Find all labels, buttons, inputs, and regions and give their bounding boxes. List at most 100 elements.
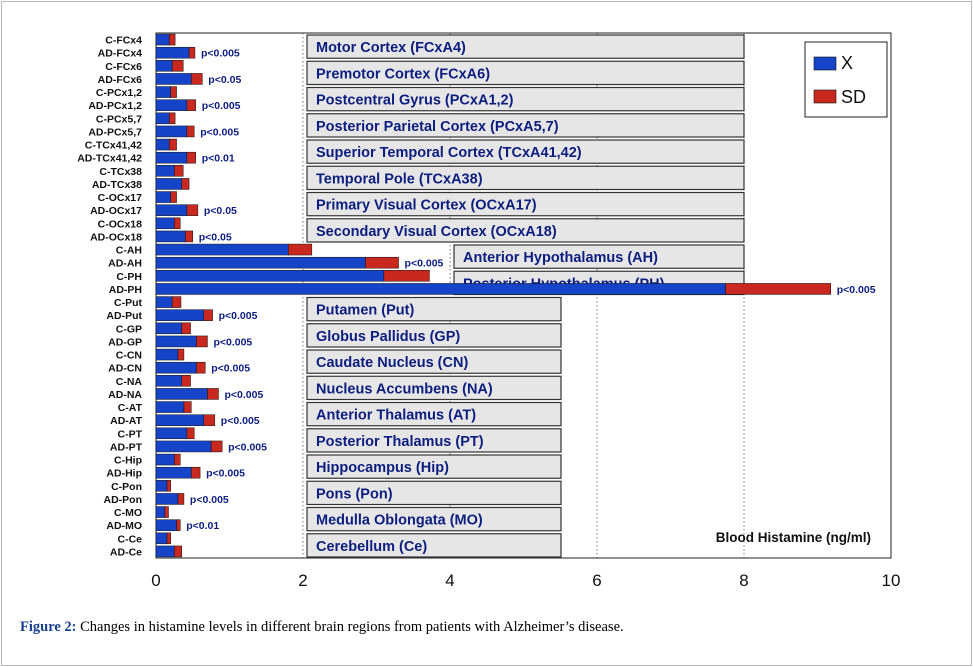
category-label: C-FCx4 (105, 35, 142, 47)
region-label: Pons (Pon) (316, 486, 393, 502)
region-label-box (306, 113, 745, 138)
category-label: AD-Hip (106, 468, 142, 480)
bar-x (155, 112, 170, 125)
region-label: Medulla Oblongata (MO) (316, 513, 483, 529)
caption-text: Changes in histamine levels in different… (76, 619, 624, 635)
region-label-box (306, 428, 562, 453)
bar-sd (191, 73, 203, 85)
region-label-box (306, 401, 562, 427)
x-tick-label: 8 (739, 571, 748, 590)
category-label: C-TCx38 (99, 166, 142, 178)
bar-x (155, 138, 170, 151)
bar-sd (181, 375, 191, 387)
bar-sd (203, 414, 216, 426)
category-label: AD-TCx41,42 (77, 153, 142, 165)
bar-x (155, 33, 170, 46)
category-label: AD-PT (110, 441, 143, 453)
bar-x (155, 453, 175, 466)
bar-x (155, 361, 197, 374)
category-label: AD-AT (110, 415, 142, 427)
bar-x (155, 519, 177, 531)
category-label: C-AT (118, 402, 143, 414)
bar-sd (185, 230, 193, 243)
category-label: AD-FCx6 (98, 74, 142, 86)
category-label: AD-CN (108, 363, 142, 375)
category-label: C-NA (116, 376, 143, 388)
region-label-box (306, 533, 562, 558)
region-label: Posterior Thalamus (PT) (316, 434, 484, 450)
p-value-label: p<0.005 (190, 494, 229, 506)
bar-sd (171, 296, 182, 308)
region-label-box (306, 375, 562, 401)
bar-x (155, 493, 179, 505)
bar-sd (174, 453, 181, 466)
region-label-box (306, 165, 745, 191)
category-label: AD-AH (108, 258, 142, 270)
region-label-box (306, 506, 562, 532)
category-label: AD-GP (108, 336, 142, 348)
bar-x (155, 480, 168, 492)
p-value-label: p<0.05 (204, 205, 237, 217)
region-label: Premotor Cortex (FCxA6) (316, 66, 490, 82)
bar-x (155, 46, 190, 59)
p-value-label: p<0.005 (221, 415, 260, 427)
category-label: C-Ce (117, 533, 142, 545)
category-label: C-TCx41,42 (85, 140, 142, 152)
legend-swatch-x (813, 56, 837, 71)
bar-sd (203, 309, 213, 321)
category-label: AD-FCx4 (98, 48, 142, 60)
region-label-box (306, 34, 745, 59)
bar-sd (186, 151, 196, 164)
category-label: AD-PH (109, 284, 142, 296)
bar-sd (164, 506, 169, 518)
category-label: C-CN (116, 350, 142, 362)
region-label: Globus Pallidus (GP) (316, 329, 460, 345)
bar-sd (181, 178, 190, 190)
p-value-label: p<0.05 (208, 74, 241, 86)
bar-sd (166, 532, 171, 545)
region-label: Nucleus Accumbens (NA) (316, 381, 493, 397)
bar-x (155, 296, 173, 308)
p-value-label: p<0.05 (199, 231, 232, 243)
region-label-box (306, 60, 745, 86)
region-label-box (453, 244, 745, 269)
legend-swatch-sd (813, 89, 837, 104)
bar-x (155, 335, 197, 348)
bar-x (155, 427, 188, 440)
region-label: Posterior Parietal Cortex (PCxA5,7) (316, 119, 559, 135)
category-label: AD-TCx38 (92, 179, 142, 191)
bar-sd (365, 256, 399, 269)
bar-sd (210, 440, 223, 453)
region-label-box (306, 139, 745, 164)
bar-x (155, 270, 385, 282)
region-label: Secondary Visual Cortex (OCxA18) (316, 224, 557, 240)
bar-x (155, 256, 366, 269)
category-label: C-AH (116, 245, 142, 257)
bar-sd (174, 217, 181, 230)
region-label: Primary Visual Cortex (OCxA17) (316, 198, 537, 214)
plot-area (155, 32, 892, 559)
bar-sd (168, 138, 177, 151)
category-label: C-PCx1,2 (96, 87, 142, 99)
bar-sd (186, 99, 196, 111)
category-label: AD-PCx5,7 (88, 126, 142, 138)
region-label: Putamen (Put) (316, 303, 414, 319)
bar-sd (168, 112, 176, 125)
x-tick-label: 2 (298, 571, 307, 590)
category-label: C-PCx5,7 (96, 113, 142, 125)
bar-x (155, 217, 175, 230)
bar-sd (383, 270, 430, 282)
p-value-label: p<0.005 (201, 48, 240, 60)
region-label: Motor Cortex (FCxA4) (316, 40, 466, 56)
category-label: C-MO (114, 507, 142, 519)
category-label: C-Pon (111, 481, 142, 493)
bar-sd (196, 335, 208, 348)
category-label: C-OCx17 (98, 192, 143, 204)
bar-sd (186, 204, 199, 216)
category-label: C-GP (116, 323, 142, 335)
p-value-label: p<0.01 (202, 153, 235, 165)
category-label: C-Put (114, 297, 142, 309)
region-label-box (306, 86, 745, 112)
x-tick-label: 4 (445, 571, 454, 590)
bar-x (155, 191, 171, 203)
